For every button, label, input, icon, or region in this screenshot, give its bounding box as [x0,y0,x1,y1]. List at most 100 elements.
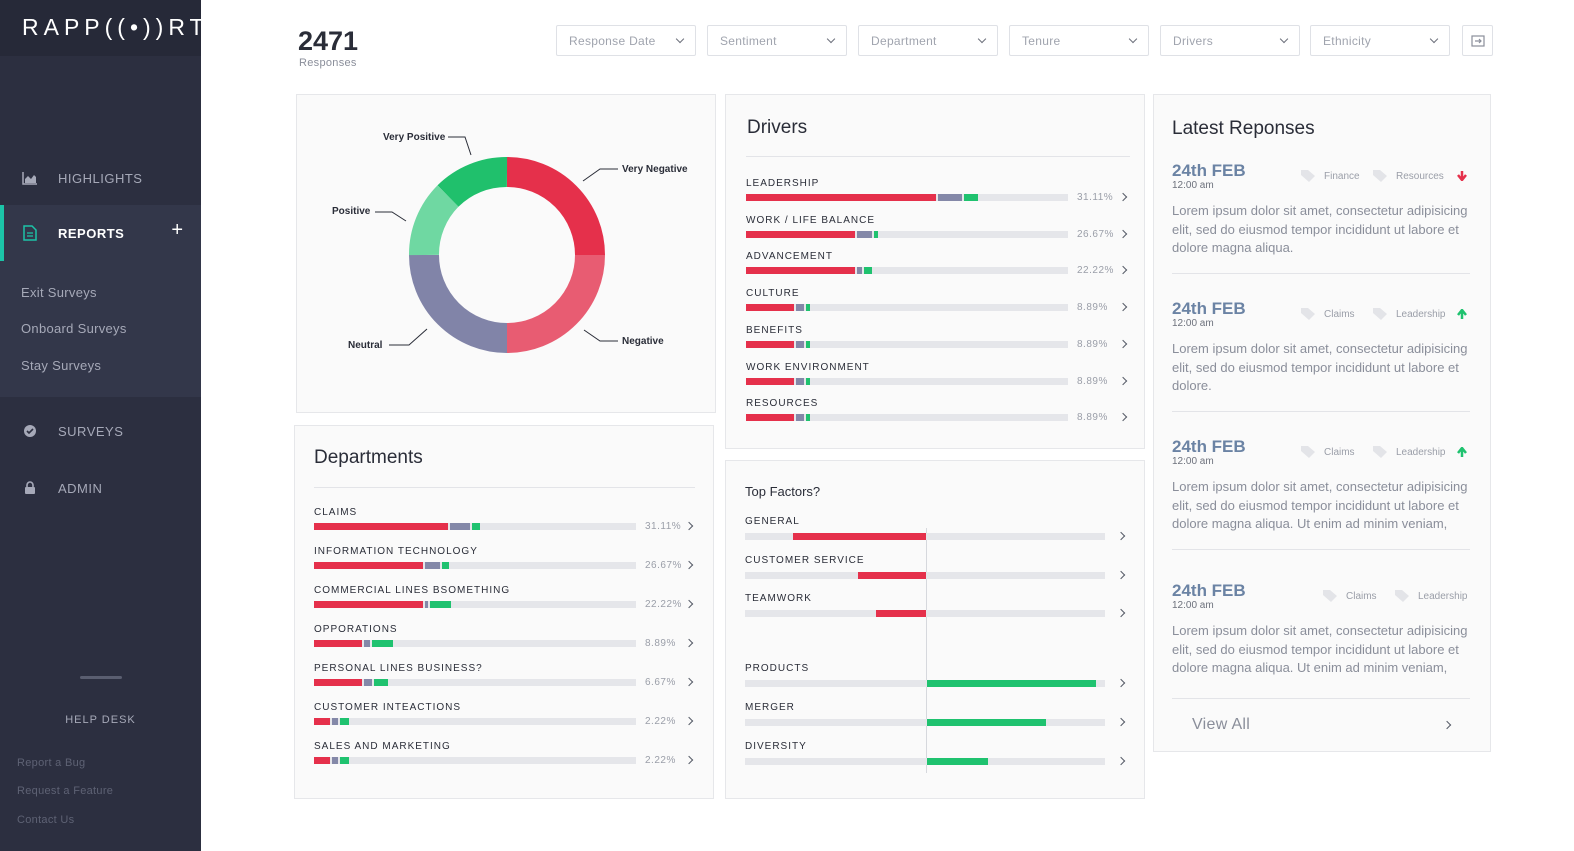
chevron-down-icon [675,34,685,44]
label-very-positive: Very Positive [383,132,446,143]
contact-us-link[interactable]: Contact Us [17,814,75,826]
nav-admin[interactable]: ADMIN [0,460,201,516]
response-date: 24th FEB [1172,161,1246,180]
response-tag[interactable]: Finance [1300,169,1360,183]
chevron-right-icon[interactable] [1116,678,1126,688]
response-tag-label: Claims [1324,308,1355,320]
help-desk-heading: HELP DESK [65,714,136,726]
chevron-right-icon[interactable] [1116,608,1126,618]
bar-segment-red [314,757,331,764]
chevron-right-icon[interactable] [1116,717,1126,727]
chevron-right-icon[interactable] [684,716,694,726]
bar-track [314,601,636,608]
filter-label: Department [871,34,937,48]
chevron-right-icon[interactable] [1118,376,1128,385]
response-tag[interactable]: Claims [1322,589,1377,603]
bar-row-label: RESOURCES [746,398,819,410]
filter-drivers[interactable]: Drivers [1160,25,1300,56]
bar-row-percent: 2.22% [645,755,676,766]
export-button[interactable] [1462,25,1493,56]
filter-ethnicity[interactable]: Ethnicity [1310,25,1450,56]
bar-segment-red [746,377,795,385]
response-tag-label: Claims [1346,590,1377,602]
nav-surveys[interactable]: SURVEYS [0,403,201,459]
nav-highlights-label: HIGHLIGHTS [58,170,143,186]
response-text: Lorem ipsum dolor sit amet, consectetur … [1172,623,1468,675]
response-tag[interactable]: Resources [1372,169,1444,183]
factor-negative-bar [875,610,926,617]
subnav-exit-surveys[interactable]: Exit Surveys [21,285,97,300]
leader-positive [375,211,407,222]
response-tag[interactable]: Claims [1300,307,1355,321]
chevron-right-icon[interactable] [684,638,694,648]
chevron-right-icon[interactable] [684,755,694,765]
chevron-down-icon [1279,34,1289,44]
sentiment-donut-chart [375,136,618,353]
nav-surveys-label: SURVEYS [58,423,124,439]
bar-row-label: WORK / LIFE BALANCE [746,214,876,226]
view-all-divider [1172,698,1470,699]
sentiment-card: Very Positive Very Negative Positive Neg… [296,94,716,413]
filter-sentiment[interactable]: Sentiment [707,25,847,56]
segment-very-negative[interactable] [506,157,605,256]
response-time: 12:00 am [1172,600,1214,611]
bar-segment-red [314,718,331,725]
factor-track [745,533,1105,540]
bar-segment-gray [364,679,372,686]
chevron-right-icon[interactable] [1118,229,1128,238]
bar-row-label: CULTURE [746,288,800,300]
bar-segment-red [314,679,363,686]
nav-reports[interactable]: REPORTS + [0,205,201,261]
subnav-onboard-surveys[interactable]: Onboard Surveys [21,321,127,336]
response-tag[interactable]: Leadership [1372,445,1445,459]
chevron-right-icon[interactable] [1118,192,1128,202]
factor-label: GENERAL [745,516,800,527]
bar-row-percent: 31.11% [1077,192,1114,203]
top-factors-card: Top Factors? GENERAL CUSTOMER SERVICE TEAM… [725,460,1145,799]
response-tag-label: Claims [1324,446,1355,458]
label-neutral: Neutral [348,340,383,351]
factor-track [745,571,1105,579]
response-tag[interactable]: Leadership [1394,589,1467,603]
bar-segment-green [340,718,350,725]
factor-track [745,610,1105,617]
view-all-link[interactable]: View All [1192,716,1251,733]
chevron-right-icon[interactable] [1116,570,1126,579]
request-feature-link[interactable]: Request a Feature [17,785,114,797]
factor-track [745,758,1105,765]
logo[interactable]: RAPP((•))RT [0,0,204,56]
bar-track [746,377,1068,385]
segment-negative[interactable] [506,254,605,353]
segment-neutral[interactable] [409,254,508,353]
bar-track [746,340,1068,348]
add-report-icon[interactable]: + [171,219,183,241]
segment-very-positive[interactable] [437,156,508,208]
filter-tenure[interactable]: Tenure [1009,25,1149,56]
subnav-stay-surveys[interactable]: Stay Surveys [21,358,102,373]
check-circle-icon [22,423,38,439]
chevron-right-icon[interactable] [1116,531,1126,541]
segment-positive[interactable] [408,185,460,256]
report-bug-link[interactable]: Report a Bug [17,757,86,769]
bar-row-label: ADVANCEMENT [746,251,833,263]
factor-positive-bar [927,680,1097,687]
filter-department[interactable]: Department [858,25,998,56]
bar-row-label: SALES AND MARKETING [314,741,451,752]
filter-response-date[interactable]: Response Date [556,25,696,56]
chevron-right-icon[interactable] [1118,302,1128,312]
chevron-right-icon[interactable] [1118,266,1128,275]
response-tag-label: Leadership [1396,308,1446,320]
chevron-right-icon[interactable] [684,677,694,687]
response-tag[interactable]: Leadership [1372,307,1445,321]
chevron-right-icon[interactable] [1118,339,1128,349]
response-time: 12:00 am [1172,180,1214,191]
bar-segment-red [746,304,795,312]
chevron-right-icon[interactable] [1116,756,1126,766]
chevron-right-icon[interactable] [684,560,694,570]
chevron-right-icon[interactable] [1118,412,1128,422]
chevron-right-icon[interactable] [684,521,694,531]
chevron-right-icon[interactable] [684,599,694,609]
response-text: Lorem ipsum dolor sit amet, consectetur … [1172,479,1468,531]
nav-highlights[interactable]: HIGHLIGHTS [0,150,201,206]
response-tag[interactable]: Claims [1300,445,1355,459]
